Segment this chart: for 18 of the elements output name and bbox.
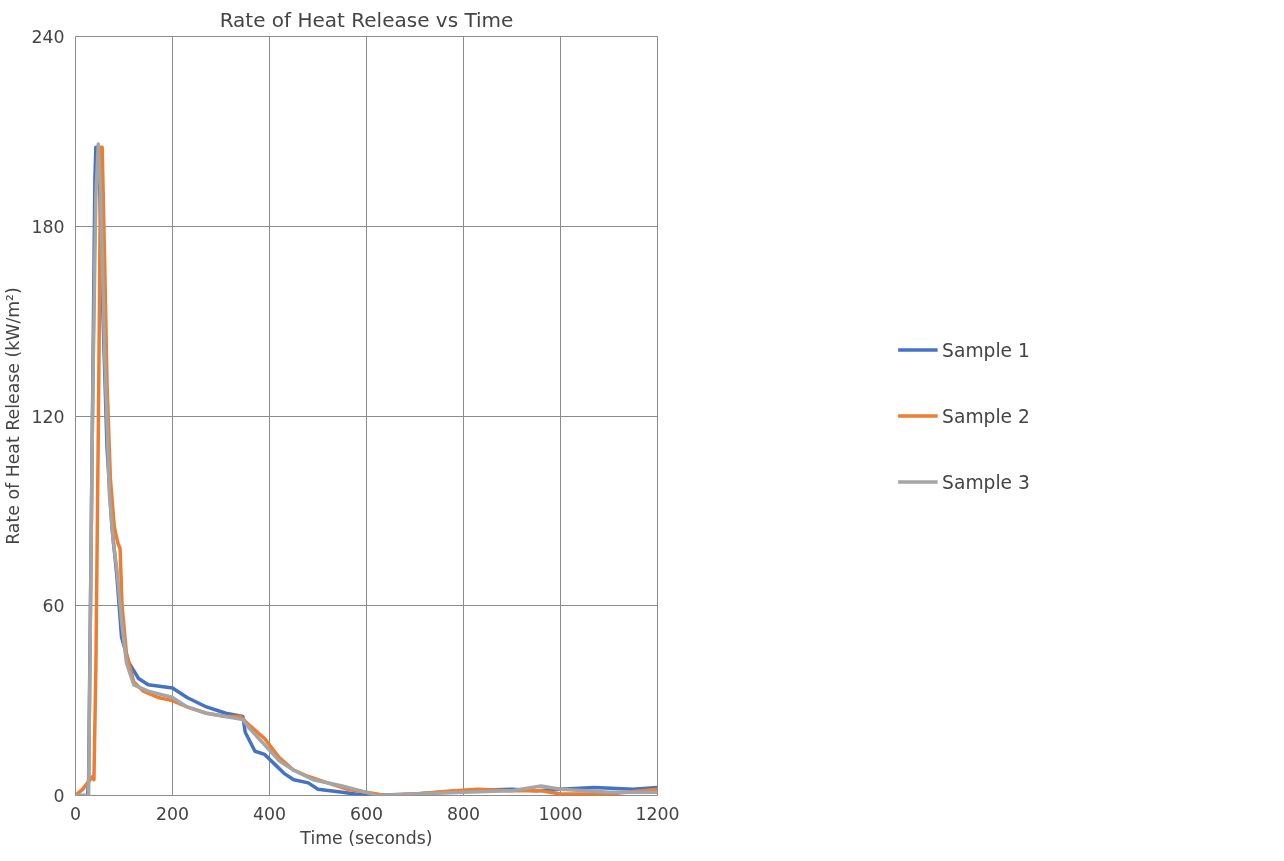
y-tick-label: 120 xyxy=(31,406,65,427)
y-axis-title: Rate of Heat Release (kW/m²) xyxy=(3,287,24,545)
y-tick-label: 60 xyxy=(42,596,65,617)
y-tick-label: 180 xyxy=(31,216,65,237)
x-tick-label: 1200 xyxy=(635,803,680,824)
legend-label: Sample 1 xyxy=(942,339,1030,360)
y-tick-label: 0 xyxy=(53,786,65,806)
x-tick-label: 1000 xyxy=(538,803,583,824)
y-tick-label: 240 xyxy=(31,27,65,47)
x-axis-title: Time (seconds) xyxy=(299,827,433,848)
legend-label: Sample 3 xyxy=(942,471,1030,492)
x-tick-label: 200 xyxy=(155,803,190,824)
chart-title: Rate of Heat Release vs Time xyxy=(219,7,514,32)
legend-label: Sample 2 xyxy=(942,405,1030,426)
x-tick-label: 0 xyxy=(69,803,82,824)
x-tick-label: 600 xyxy=(349,803,384,824)
x-tick-label: 800 xyxy=(446,803,481,824)
x-tick-label: 400 xyxy=(252,803,287,824)
